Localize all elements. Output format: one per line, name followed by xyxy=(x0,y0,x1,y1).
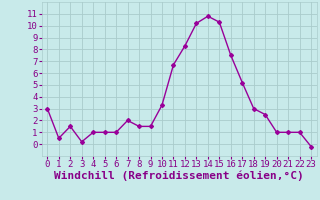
X-axis label: Windchill (Refroidissement éolien,°C): Windchill (Refroidissement éolien,°C) xyxy=(54,171,304,181)
